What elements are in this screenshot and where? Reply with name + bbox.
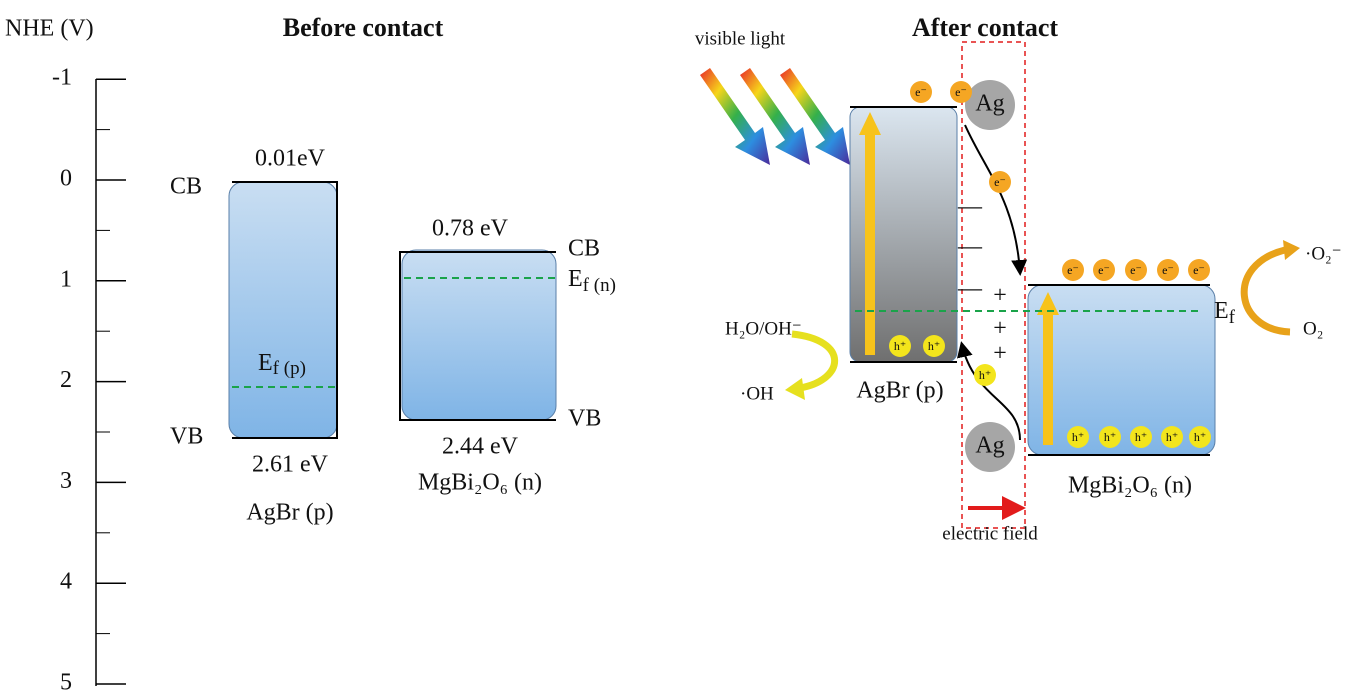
reduction-arrowhead	[1283, 240, 1300, 260]
agbr-band	[229, 182, 337, 438]
carrier-label: e⁻	[994, 175, 1006, 189]
carrier-label: e⁻	[1067, 263, 1079, 277]
axis-ticks: -1 0 1 2 3 4 5	[52, 65, 126, 695]
diagram: NHE (V) -1 0 1 2 3 4 5 Before contact CB VB 0.…	[0, 0, 1348, 695]
product-label: ·OH	[740, 383, 774, 404]
fermi-label: Ef (n)	[568, 266, 616, 297]
charge-plus: +	[993, 341, 1007, 367]
charge-minus: —	[957, 194, 983, 220]
tick-label: 0	[60, 166, 72, 192]
fermi-main: E	[568, 266, 583, 292]
fermi-main: E	[1214, 298, 1229, 324]
carrier-label: e⁻	[1098, 263, 1110, 277]
oxidation-arrow	[792, 334, 835, 388]
reduction-arrow	[1244, 250, 1290, 332]
vb-energy: 2.61 eV	[252, 452, 329, 478]
fermi-sub: f (n)	[583, 275, 616, 296]
carrier-label: h⁺	[928, 339, 940, 353]
carrier-label: h⁺	[1194, 430, 1206, 444]
carrier-label: e⁻	[1193, 263, 1205, 277]
tick-label: -1	[52, 65, 72, 91]
cb-label: CB	[170, 174, 202, 200]
carrier-label: h⁺	[1104, 430, 1116, 444]
oxidation-arrowhead	[785, 378, 805, 400]
material-name: AgBr (p)	[856, 378, 943, 404]
tick-label: 2	[60, 367, 72, 393]
fermi-main: E	[258, 350, 273, 376]
cb-label: CB	[568, 236, 600, 262]
charge-plus: +	[993, 316, 1007, 342]
field-label: electric field	[942, 523, 1038, 544]
carrier-label: h⁺	[894, 339, 906, 353]
vb-label: VB	[568, 406, 601, 432]
mgbi2o6-band	[402, 250, 556, 420]
light-label: visible light	[695, 28, 786, 49]
charge-minus: —	[957, 234, 983, 260]
charge-plus: +	[993, 283, 1007, 309]
ag-label: Ag	[975, 91, 1004, 117]
axis-label: NHE (V)	[5, 16, 94, 42]
reactant-label: H₂O/OH⁻	[725, 318, 802, 339]
tick-label: 1	[60, 266, 72, 292]
cb-energy: 0.78 eV	[432, 216, 509, 242]
carrier-label: e⁻	[955, 85, 967, 99]
title-before: Before contact	[283, 13, 444, 42]
carrier-label: e⁻	[915, 85, 927, 99]
tick-label: 5	[60, 670, 72, 695]
title-after: After contact	[912, 13, 1058, 42]
fermi-sub: f (p)	[273, 358, 306, 379]
tick-label: 3	[60, 468, 72, 494]
carrier-label: h⁺	[979, 368, 991, 382]
reactant-label: O₂	[1303, 318, 1323, 339]
vb-label: VB	[170, 424, 203, 450]
carrier-label: h⁺	[1135, 430, 1147, 444]
carrier-label: h⁺	[1072, 430, 1084, 444]
material-name: MgBi₂O₆ (n)	[1068, 473, 1192, 499]
tick-label: 4	[60, 569, 72, 595]
vb-energy: 2.44 eV	[442, 434, 519, 460]
charge-minus: —	[957, 276, 983, 302]
fermi-label: Ef	[1214, 298, 1236, 329]
product-label: ·O₂⁻	[1305, 243, 1342, 264]
carrier-label: e⁻	[1130, 263, 1142, 277]
fermi-sub: f	[1229, 307, 1236, 328]
carrier-label: e⁻	[1162, 263, 1174, 277]
material-name: MgBi₂O₆ (n)	[418, 470, 542, 496]
material-name: AgBr (p)	[246, 500, 333, 526]
ag-label: Ag	[975, 433, 1004, 459]
carrier-label: h⁺	[1166, 430, 1178, 444]
light-arrows	[700, 68, 850, 165]
cb-energy: 0.01eV	[255, 146, 326, 172]
